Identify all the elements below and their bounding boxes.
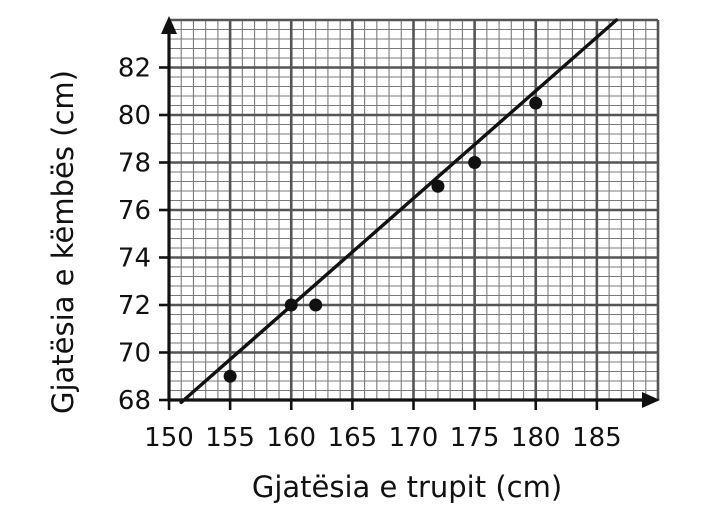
axes <box>159 16 660 410</box>
trend-line-group <box>179 18 619 405</box>
x-tick-label: 170 <box>389 423 439 453</box>
data-point <box>223 369 237 383</box>
data-point <box>309 298 323 312</box>
x-axis-arrow <box>642 392 660 408</box>
y-tick-labels: 68 70 72 74 76 78 80 82 <box>118 54 151 417</box>
data-point <box>284 298 298 312</box>
y-tick-label: 82 <box>118 54 151 84</box>
y-tick-label: 78 <box>118 149 151 179</box>
x-tick-label: 175 <box>450 423 500 453</box>
y-tick-label: 70 <box>118 339 151 369</box>
data-point <box>431 179 445 193</box>
data-point <box>529 96 543 110</box>
x-tick-label: 185 <box>572 423 622 453</box>
y-tick-label: 72 <box>118 291 151 321</box>
x-tick-label: 150 <box>144 423 194 453</box>
x-tick-label: 180 <box>511 423 561 453</box>
y-tick-label: 80 <box>118 101 151 131</box>
x-tick-label: 155 <box>205 423 255 453</box>
y-tick-label: 76 <box>118 196 151 226</box>
trend-line <box>179 18 619 405</box>
data-points <box>223 96 543 383</box>
x-tick-label: 160 <box>266 423 316 453</box>
x-tick-labels: 150 155 160 165 170 175 180 185 <box>144 423 622 453</box>
data-point <box>468 156 482 169</box>
x-axis-label: Gjatësia e trupit (cm) <box>252 470 562 504</box>
y-tick-label: 68 <box>118 386 151 416</box>
x-tick-label: 165 <box>328 423 378 453</box>
y-axis-arrow <box>161 16 177 34</box>
y-tick-label: 74 <box>118 244 151 274</box>
y-axis-label: Gjatësia e këmbës (cm) <box>46 70 80 414</box>
